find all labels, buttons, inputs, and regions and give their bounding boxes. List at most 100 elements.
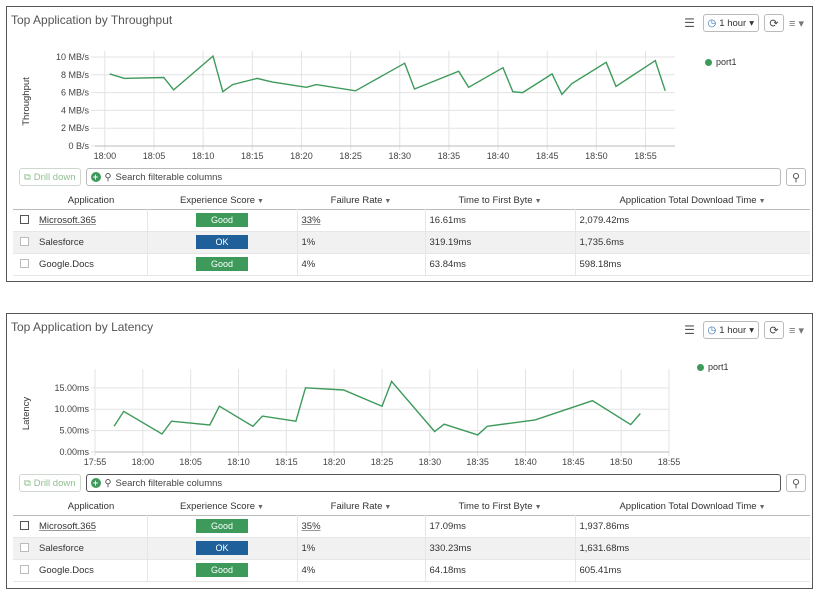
checklist-icon[interactable]: ☰ [684,323,695,337]
row-checkbox[interactable] [19,215,29,225]
download-time-value: 598.18ms [575,253,810,276]
score-badge: Good [196,213,248,227]
sort-icon[interactable]: ▼ [758,197,766,205]
sort-icon[interactable]: ▼ [758,503,766,511]
app-name[interactable]: Google.Docs [35,253,148,276]
sort-icon[interactable]: ▼ [534,503,542,511]
drill-down-button[interactable]: ⧉ Drill down [19,474,81,492]
table-row[interactable]: Google.Docs Good 4% 64.18ms 605.41ms [13,559,810,582]
row-checkbox[interactable] [19,565,29,575]
column-header-download-time[interactable]: Application Total Download Time ▼ [619,500,766,512]
x-tick-label: 18:25 [339,151,362,161]
y-tick-label: 5.00ms [59,426,89,436]
row-checkbox[interactable] [19,259,29,269]
search-input[interactable]: + ⚲ Search filterable columns [85,474,781,492]
column-header-failure-rate[interactable]: Failure Rate ▼ [330,194,392,206]
y-tick-label: 6 MB/s [61,88,90,98]
score-badge: OK [196,235,248,249]
add-filter-icon[interactable]: + [90,172,101,182]
row-checkbox[interactable] [19,543,29,553]
chart-legend[interactable]: port1 [705,57,737,67]
checklist-icon[interactable]: ☰ [684,16,695,30]
column-header-failure-rate[interactable]: Failure Rate ▼ [330,500,392,512]
drill-down-label: Drill down [33,477,76,489]
table-header: Application Experience Score ▼ Failure Ra… [13,498,810,515]
x-tick-label: 18:45 [536,151,559,161]
column-header-application[interactable]: Application [67,500,115,512]
widget-menu-button[interactable]: ≡ ▾ [789,17,804,30]
sort-icon[interactable]: ▼ [257,503,264,511]
app-name[interactable]: Microsoft.365 [35,514,148,538]
x-tick-label: 18:40 [487,151,510,161]
refresh-button[interactable]: ⟳ [764,14,784,32]
app-name[interactable]: Google.Docs [35,559,148,582]
score-badge: Good [196,563,248,577]
sort-icon[interactable]: ▼ [534,197,542,205]
search-button[interactable]: ⚲ [786,474,806,492]
table-row[interactable]: Google.Docs Good 4% 63.84ms 598.18ms [13,253,810,276]
table-row[interactable]: Salesforce OK 1% 330.23ms 1,631.68ms [13,537,810,560]
search-placeholder: Search filterable columns [115,477,223,489]
time-range-dropdown[interactable]: ◷ 1 hour ▾ [702,14,759,32]
filter-row: ⧉ Drill down + ⚲ Search filterable colum… [19,168,806,186]
x-tick-label: 18:35 [438,151,461,161]
x-tick-label: 18:05 [179,457,202,467]
series-line-port1 [113,380,641,436]
table-row[interactable]: Microsoft.365 Good 35% 17.09ms 1,937.86m… [13,514,810,538]
column-header-ttfb[interactable]: Time to First Byte ▼ [458,500,542,512]
legend-label: port1 [716,57,737,67]
ttfb-value: 64.18ms [425,559,576,582]
sort-icon[interactable]: ▼ [257,197,264,205]
table-row[interactable]: Salesforce OK 1% 319.19ms 1,735.6ms [13,231,810,254]
app-name[interactable]: Microsoft.365 [35,208,148,232]
time-range-label: 1 hour [719,17,747,29]
x-tick-label: 18:20 [290,151,313,161]
column-header-experience-score[interactable]: Experience Score ▼ [180,194,264,206]
y-tick-label: 4 MB/s [61,105,90,115]
caret-down-icon: ▾ [749,324,754,336]
throughput-widget: Top Application by Throughput ☰ ◷ 1 hour… [6,6,813,282]
sort-icon[interactable]: ▼ [384,503,392,511]
y-axis-label: Latency [21,397,32,431]
x-tick-label: 17:55 [84,457,107,467]
column-header-download-time[interactable]: Application Total Download Time ▼ [619,194,766,206]
table-row[interactable]: Microsoft.365 Good 33% 16.61ms 2,079.42m… [13,208,810,232]
app-name[interactable]: Salesforce [35,231,148,254]
time-range-dropdown[interactable]: ◷ 1 hour ▾ [702,321,759,339]
x-tick-label: 18:10 [227,457,250,467]
failure-rate: 1% [297,537,426,560]
y-tick-label: 10.00ms [54,404,89,414]
clock-icon: ◷ [707,324,717,336]
drill-down-button[interactable]: ⧉ Drill down [19,168,81,186]
y-tick-label: 8 MB/s [61,70,90,80]
refresh-button[interactable]: ⟳ [764,321,784,339]
widget-menu-button[interactable]: ≡ ▾ [789,324,804,337]
failure-rate: 35% [297,514,426,538]
x-tick-label: 18:25 [371,457,394,467]
throughput-line-chart: 0 B/s 2 MB/s 4 MB/s 6 MB/s 8 MB/s 10 MB/s 18:0… [21,51,675,161]
widget-title: Top Application by Latency [11,320,154,334]
search-icon: ⚲ [104,171,112,183]
sort-icon[interactable]: ▼ [384,197,392,205]
column-header-application[interactable]: Application [67,194,115,206]
column-header-experience-score[interactable]: Experience Score ▼ [180,500,264,512]
y-tick-label: 0 B/s [68,141,89,151]
download-time-value: 605.41ms [575,559,810,582]
download-time-value: 1,937.86ms [575,514,810,538]
select-column-header [13,498,35,515]
search-input[interactable]: + ⚲ Search filterable columns [85,168,781,186]
y-tick-label: 0.00ms [59,447,89,457]
y-tick-label: 2 MB/s [61,123,90,133]
search-button[interactable]: ⚲ [786,168,806,186]
app-name[interactable]: Salesforce [35,537,148,560]
x-tick-label: 18:55 [658,457,681,467]
x-tick-label: 18:20 [323,457,346,467]
chart-legend[interactable]: port1 [697,362,729,372]
row-checkbox[interactable] [19,521,29,531]
legend-label: port1 [708,362,729,372]
row-checkbox[interactable] [19,237,29,247]
column-header-ttfb[interactable]: Time to First Byte ▼ [458,194,542,206]
failure-rate: 1% [297,231,426,254]
add-filter-icon[interactable]: + [90,478,101,488]
y-axis-label: Throughput [21,77,32,126]
